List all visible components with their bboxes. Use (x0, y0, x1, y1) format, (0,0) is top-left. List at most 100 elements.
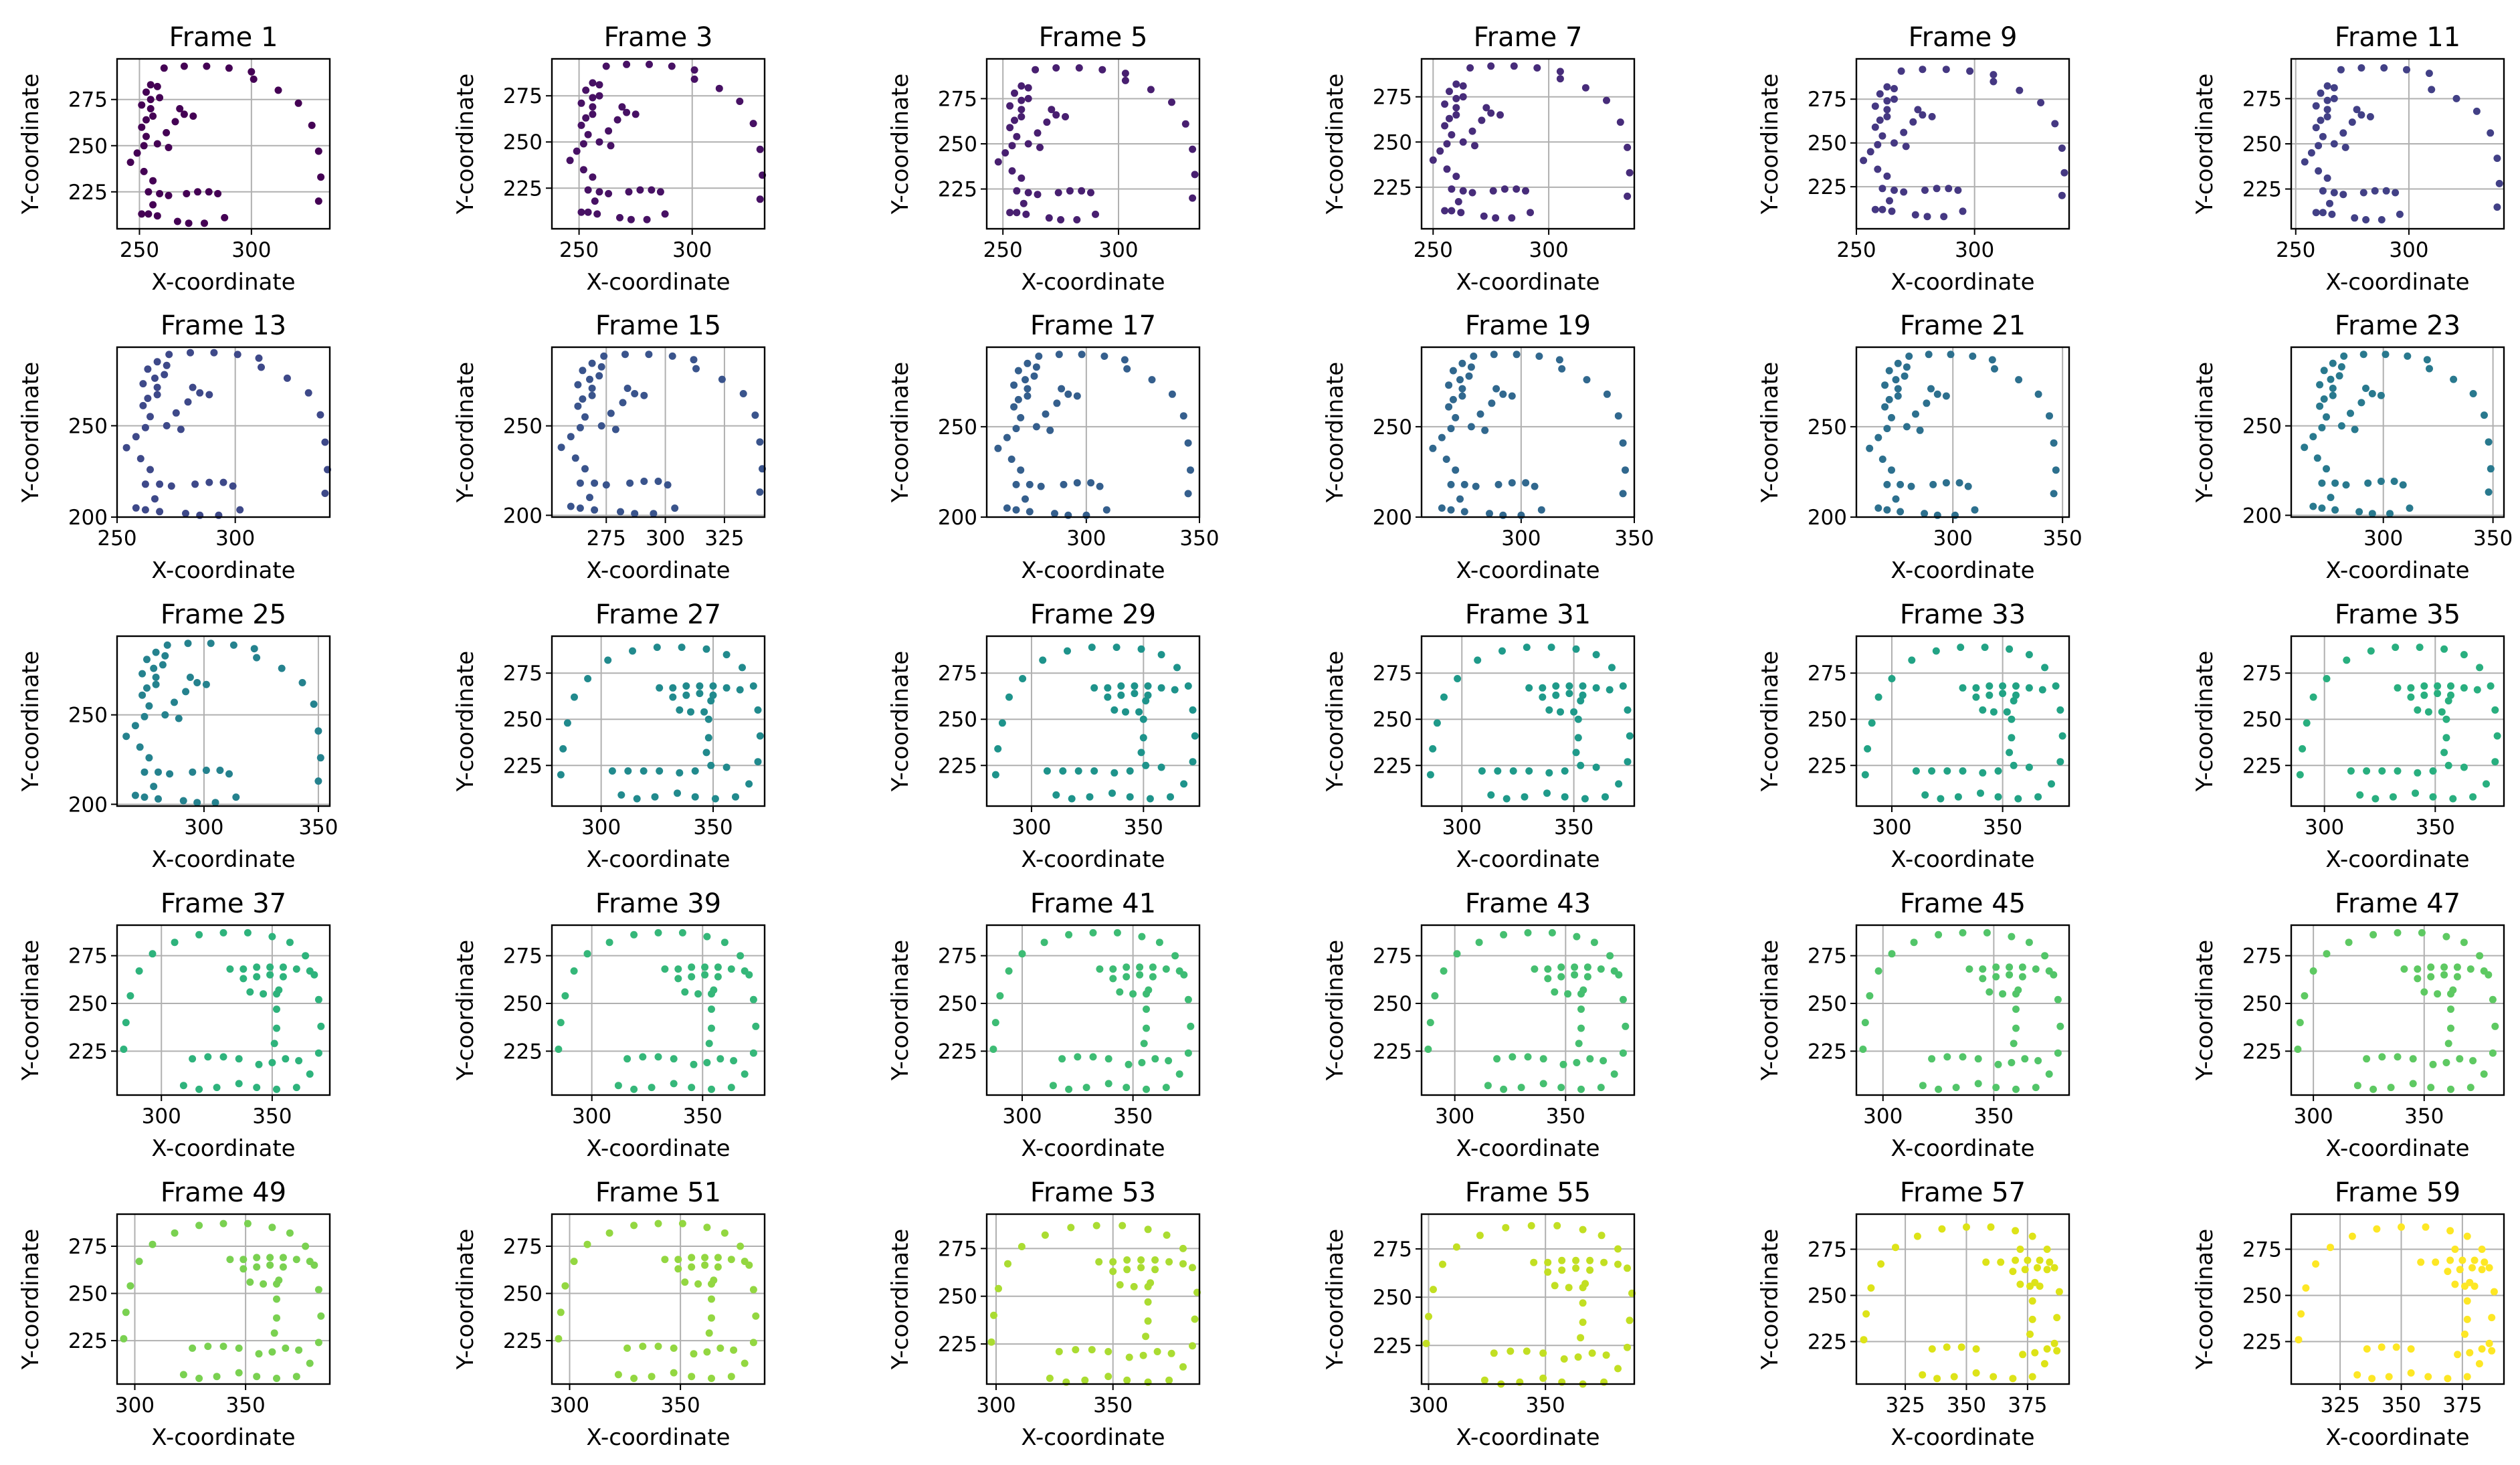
data-point (1184, 1049, 1192, 1057)
data-point (2409, 1055, 2417, 1063)
data-point (1619, 682, 1627, 690)
data-point (2309, 967, 2317, 975)
data-point (1859, 1046, 1867, 1053)
x-axis-label: X-coordinate (151, 1424, 295, 1451)
data-point (2425, 70, 2433, 78)
data-point (756, 145, 764, 153)
data-point (633, 795, 641, 803)
y-tick-label: 225 (1373, 1334, 1412, 1358)
data-point (654, 1053, 662, 1061)
y-tick-label: 250 (503, 708, 543, 732)
data-point (674, 965, 682, 973)
y-tick-label: 250 (938, 1285, 977, 1309)
data-point (2319, 132, 2327, 140)
subplot-title: Frame 1 (169, 22, 278, 53)
data-point (668, 62, 676, 70)
data-point (1167, 1349, 1175, 1357)
data-point (629, 647, 636, 655)
data-point (2342, 481, 2350, 489)
data-point (314, 197, 322, 205)
data-point (1003, 504, 1011, 512)
data-point (576, 504, 584, 512)
x-tick-label: 300 (1002, 1104, 1042, 1129)
data-point (163, 421, 171, 429)
data-point (678, 1219, 686, 1228)
plot-frame (985, 58, 1201, 230)
data-point (1173, 664, 1181, 672)
data-point (1972, 684, 1980, 692)
x-tick-label: 300 (1409, 1393, 1448, 1418)
data-point (1425, 1312, 1432, 1321)
data-point (1066, 187, 1074, 195)
data-point (690, 1060, 698, 1068)
data-point (1927, 385, 1935, 393)
data-point (1874, 140, 1882, 149)
data-point (159, 661, 167, 669)
data-point (1125, 1060, 1133, 1068)
data-point (1001, 149, 1009, 157)
plot-frame (985, 346, 1201, 518)
data-point (584, 208, 592, 216)
data-point (1184, 439, 1192, 447)
data-point (253, 1373, 261, 1381)
data-point (308, 121, 316, 129)
y-axis-label: Y-coordinate (452, 651, 479, 792)
data-point (1441, 122, 1449, 130)
x-tick-label: 300 (231, 238, 271, 262)
data-point (1090, 767, 1098, 775)
y-axis-label: Y-coordinate (1757, 940, 1783, 1081)
data-point (567, 433, 575, 441)
data-point (1608, 664, 1616, 672)
data-point (718, 375, 726, 383)
data-point (2363, 1055, 2371, 1063)
data-point (235, 1369, 243, 1377)
data-point (2050, 1339, 2058, 1347)
x-tick-label: 300 (572, 1104, 611, 1129)
data-point (1925, 351, 1933, 359)
data-point (1184, 682, 1192, 690)
data-point (153, 383, 161, 391)
data-point (1959, 929, 1967, 937)
data-point (1139, 1351, 1147, 1359)
data-point (144, 365, 152, 373)
x-tick-label: 350 (1124, 815, 1163, 840)
data-point (730, 1057, 738, 1065)
data-point (1072, 1346, 1080, 1354)
data-point (1603, 390, 1611, 398)
data-point (216, 767, 224, 774)
data-point (1095, 1258, 1103, 1266)
y-tick-label: 250 (1373, 415, 1412, 440)
data-point (1058, 1055, 1066, 1063)
data-point (1064, 647, 1071, 655)
plot-frame (116, 1213, 331, 1385)
data-point (1988, 356, 1996, 364)
data-point (1912, 410, 1919, 418)
data-point (1624, 192, 1632, 200)
data-point (253, 1254, 261, 1262)
data-point (273, 1295, 280, 1303)
plot-frame (1420, 58, 1636, 230)
data-point (1592, 651, 1600, 659)
data-point (1983, 929, 1991, 937)
data-point (1910, 939, 1918, 947)
data-point (2347, 409, 2354, 417)
data-point (1531, 965, 1539, 973)
data-point (2418, 929, 2426, 937)
data-point (1883, 83, 1891, 91)
data-point (651, 793, 659, 801)
data-point (1888, 207, 1896, 215)
data-point (2450, 375, 2458, 383)
data-point (2009, 1268, 2017, 1276)
data-point (1476, 410, 1484, 418)
data-point (1184, 995, 1192, 1003)
data-point (736, 98, 744, 105)
data-point (2335, 372, 2343, 380)
data-point (273, 990, 280, 998)
